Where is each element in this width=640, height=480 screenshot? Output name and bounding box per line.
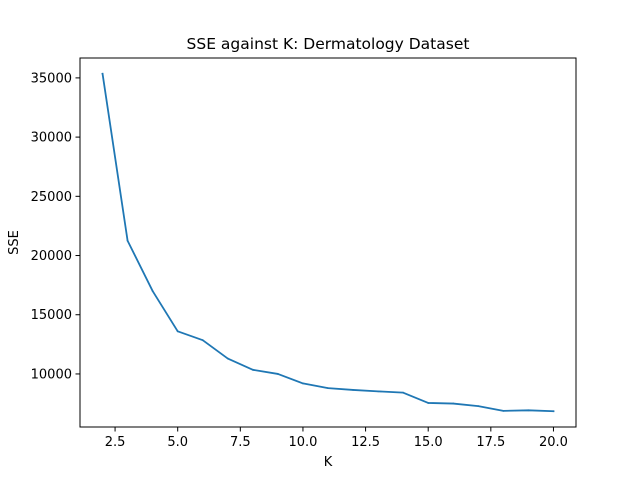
- data-point: [527, 409, 530, 412]
- chart-title: SSE against K: Dermatology Dataset: [187, 35, 470, 53]
- data-point: [427, 402, 430, 404]
- x-tick-label: 5.0: [167, 435, 188, 450]
- y-tick-label: 35000: [31, 71, 72, 86]
- y-axis-label: SSE: [7, 230, 22, 255]
- x-tick-label: 15.0: [414, 435, 443, 450]
- y-tick-label: 25000: [31, 190, 72, 205]
- y-tick-label: 30000: [31, 131, 72, 146]
- x-tick-label: 7.5: [230, 435, 251, 450]
- x-axis-ticks: 2.5 5.0 7.5 10.0 12.5 15.0 17.5 20.0: [105, 427, 568, 450]
- data-point: [201, 339, 204, 342]
- data-point: [552, 410, 555, 413]
- data-point: [352, 389, 354, 391]
- data-point: [477, 405, 480, 408]
- data-point: [327, 387, 329, 390]
- series-group: [101, 72, 555, 413]
- y-tick-label: 15000: [31, 308, 72, 323]
- y-tick-label: 10000: [31, 367, 72, 382]
- x-tick-label: 20.0: [539, 435, 568, 450]
- data-point: [151, 290, 154, 292]
- data-point: [276, 373, 279, 375]
- data-point: [377, 390, 380, 393]
- data-point: [302, 382, 304, 385]
- data-point: [452, 402, 455, 405]
- x-tick-label: 12.5: [351, 435, 380, 450]
- data-point: [226, 357, 229, 360]
- data-point: [502, 409, 505, 412]
- y-tick-label: 20000: [31, 249, 72, 264]
- x-tick-label: 10.0: [288, 435, 317, 450]
- x-tick-label: 17.5: [476, 435, 505, 450]
- data-point: [402, 391, 405, 394]
- data-point: [126, 239, 129, 242]
- data-point: [251, 368, 254, 371]
- data-point: [101, 72, 104, 75]
- data-point: [176, 330, 179, 333]
- x-axis-label: K: [324, 455, 333, 470]
- x-tick-label: 2.5: [105, 435, 126, 450]
- y-axis-ticks: 10000 15000 20000 25000 30000 35000: [31, 71, 80, 382]
- plot-area-frame: [79, 57, 577, 428]
